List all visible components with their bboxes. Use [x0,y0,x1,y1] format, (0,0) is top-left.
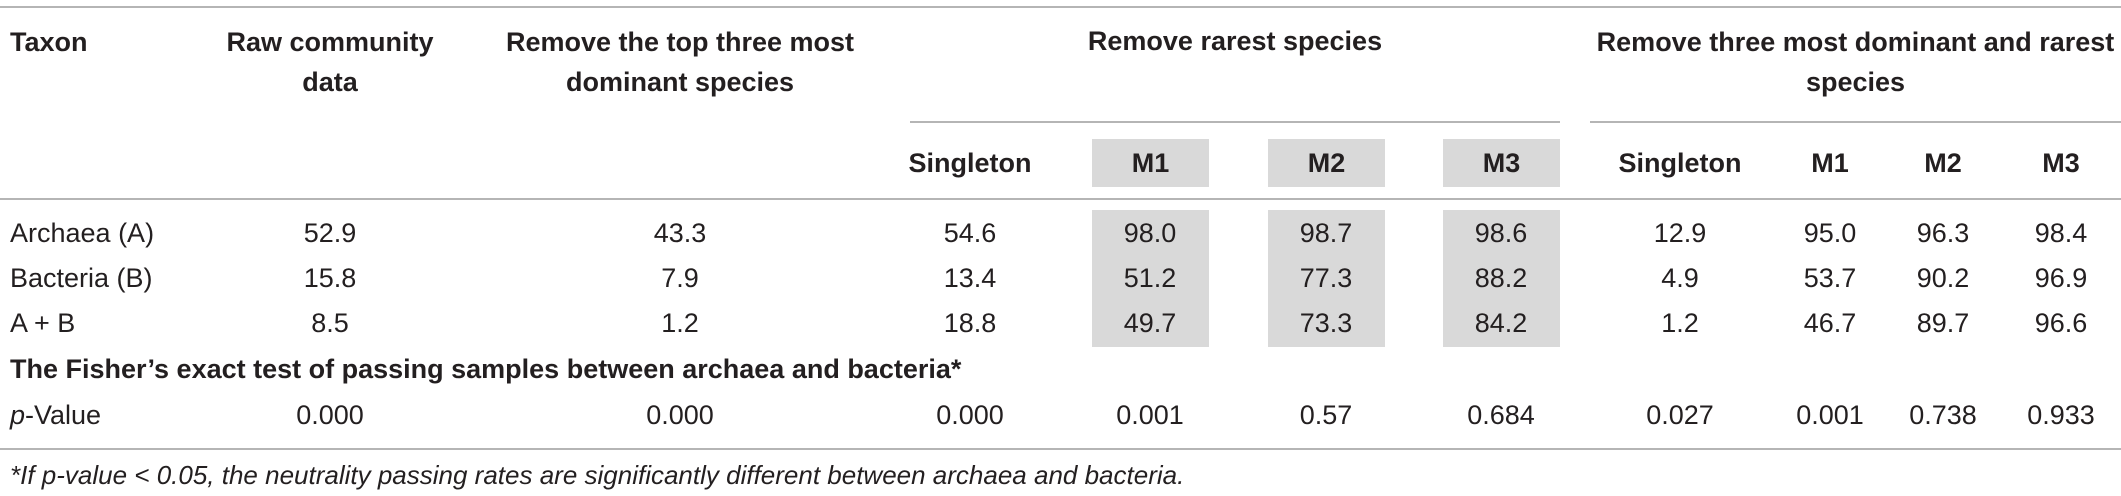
header-remove-both: Remove three most dominant and rarest sp… [1596,27,2115,97]
pvalue-label: p-Value [10,396,101,434]
pvalue-cell: 0.933 [2027,400,2095,430]
header-remove-top: Remove the top three most dominant speci… [505,27,855,97]
table-cell: 52.9 [303,218,357,248]
pvalue-cell: 0.027 [1646,400,1714,430]
table-cell: 49.7 [1123,308,1177,338]
footnote: *If p-value < 0.05, the neutrality passi… [10,460,1185,490]
fisher-title: The Fisher’s exact test of passing sampl… [10,354,962,384]
table-cell: 98.6 [1474,218,1528,248]
pvalue-label-rest: -Value [25,400,102,430]
shade-m1-body [1092,210,1209,347]
table-cell: 77.3 [1299,263,1353,293]
table-cell: 4.9 [1661,263,1699,293]
pvalue-cell: 0.001 [1796,400,1864,430]
header-taxon: Taxon [10,27,88,57]
pvalue-cell: 0.000 [646,400,714,430]
header-bottom-rule [0,198,2121,200]
pvalue-cell: 0.001 [1116,400,1184,430]
pvalue-cell: 0.57 [1299,400,1353,430]
table-cell: 96.9 [2034,263,2088,293]
table-cell: 98.0 [1123,218,1177,248]
shade-m1-header [1092,139,1209,187]
table-cell: 1.2 [1661,308,1699,338]
table-cell: 84.2 [1474,308,1528,338]
subheader-m3-both: M3 [2042,148,2080,178]
header-remove-rarest: Remove rarest species [1087,26,1383,56]
table-cell: 89.7 [1916,308,1970,338]
shade-m2-body [1268,210,1385,347]
pvalue-cell: 0.684 [1467,400,1535,430]
group-rule-rarest [910,121,1560,123]
table-cell: 43.3 [653,218,707,248]
subheader-m1-rarest: M1 [1131,148,1170,178]
table-cell: 98.7 [1299,218,1353,248]
table-cell: 12.9 [1653,218,1707,248]
table-cell: 46.7 [1803,308,1857,338]
table-cell: 18.8 [943,308,997,338]
bottom-rule [0,448,2121,450]
table-cell: 1.2 [661,308,699,338]
table-cell: 98.4 [2034,218,2088,248]
group-rule-both [1590,121,2121,123]
table-cell: 7.9 [661,263,699,293]
subheader-m2-rarest: M2 [1307,148,1346,178]
table-cell: 8.5 [311,308,349,338]
subheader-singleton-both: Singleton [1618,148,1742,178]
subheader-m1-both: M1 [1811,148,1849,178]
shade-m3-header [1443,139,1560,187]
top-rule [0,6,2121,8]
pvalue-label-p: p [10,400,26,430]
table-cell: 73.3 [1299,308,1353,338]
table-cell: 13.4 [943,263,997,293]
table-cell: 95.0 [1803,218,1857,248]
row-taxon: Archaea (A) [10,218,155,248]
table-cell: 51.2 [1123,263,1177,293]
shade-m3-body [1443,210,1560,347]
pvalue-cell: 0.000 [296,400,364,430]
shade-m2-header [1268,139,1385,187]
table-cell: 88.2 [1474,263,1528,293]
row-taxon: Bacteria (B) [10,263,153,293]
table-cell: 96.6 [2034,308,2088,338]
header-raw: Raw community data [226,27,434,97]
pvalue-cell: 0.738 [1909,400,1977,430]
table-cell: 96.3 [1916,218,1970,248]
table-cell: 54.6 [943,218,997,248]
table-cell: 15.8 [303,263,357,293]
table-cell: 90.2 [1916,263,1970,293]
row-taxon: A + B [10,308,76,338]
pvalue-cell: 0.000 [936,400,1004,430]
table-cell: 53.7 [1803,263,1857,293]
subheader-m3-rarest: M3 [1482,148,1521,178]
subheader-singleton-rarest: Singleton [908,148,1032,178]
subheader-m2-both: M2 [1924,148,1962,178]
